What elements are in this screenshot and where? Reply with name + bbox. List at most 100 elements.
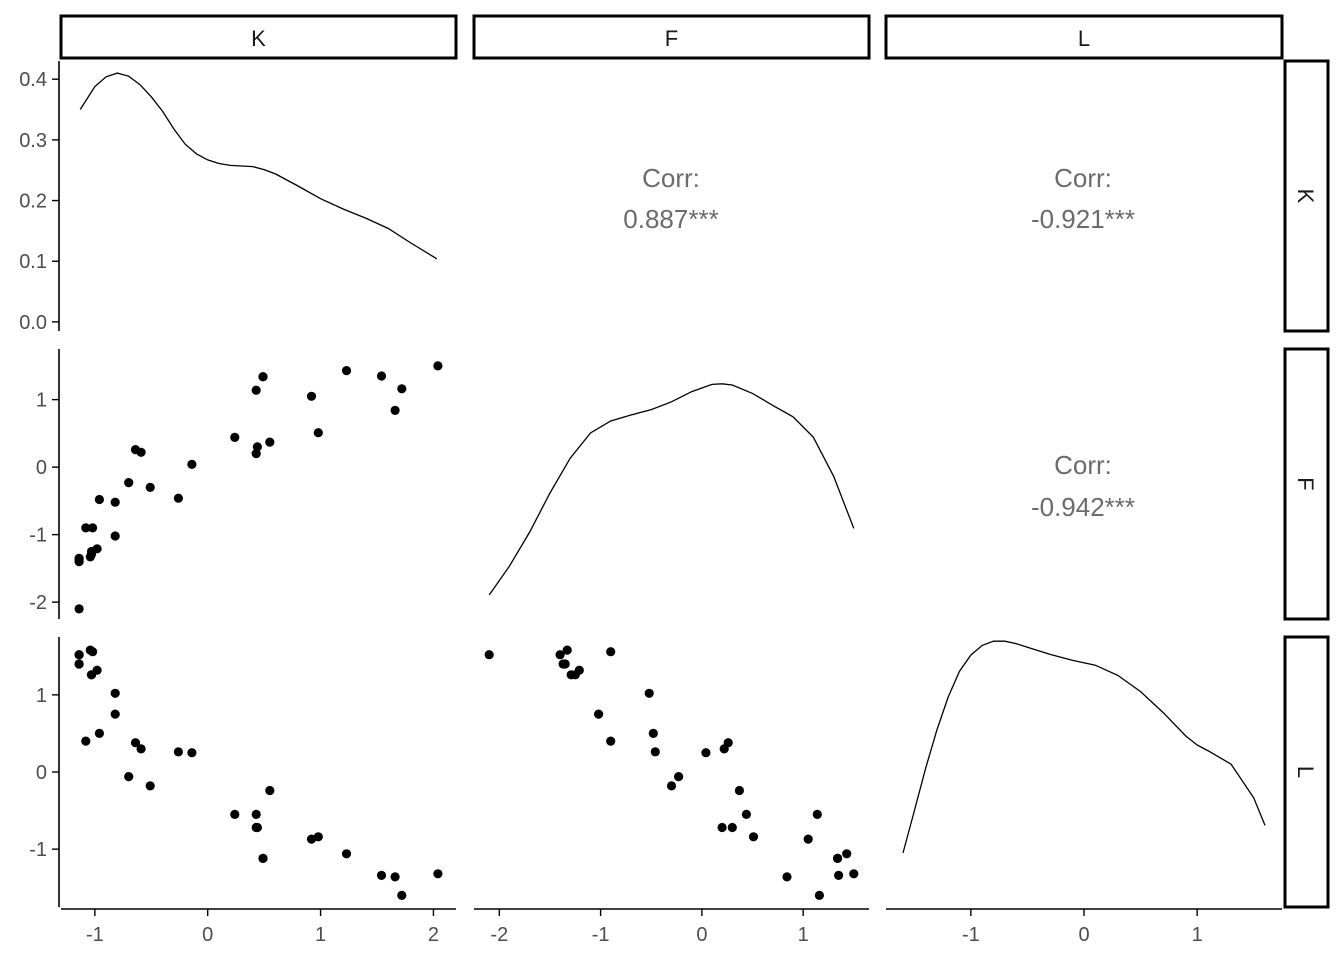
column-strip-label: K	[251, 26, 266, 51]
scatter-point	[92, 544, 102, 554]
scatter-point	[265, 785, 275, 796]
row-strip-k: K	[1283, 59, 1330, 333]
scatter-point	[136, 744, 146, 754]
scatter-point	[88, 647, 98, 657]
scatter-point	[574, 665, 584, 675]
chart-marks: -1 0 1 2 -2 -1 0 1 -1 0 1 0.0 0.1 0.2 0.3 0.4 -2 -1 0 1 -1 0 1	[19, 61, 1282, 946]
scatter-point	[251, 809, 261, 820]
y-tick-label: 0.1	[19, 251, 47, 273]
scatter-point	[173, 493, 183, 503]
scatter-point	[741, 809, 752, 820]
scatter-point	[734, 785, 745, 796]
scatter-point	[258, 853, 268, 864]
scatter-point	[252, 822, 262, 833]
x-tick-label: 1	[798, 924, 809, 946]
scatter-point	[258, 372, 268, 382]
scatter-point	[110, 531, 120, 541]
scatter-point	[719, 744, 729, 754]
scatter-panel-f-k	[74, 361, 443, 614]
scatter-point	[110, 688, 120, 698]
row-strip-label: K	[1293, 189, 1318, 204]
scatter-point	[644, 688, 654, 698]
scatter-point	[110, 709, 120, 719]
scatter-point	[562, 645, 572, 655]
y-tick-label: 0	[36, 457, 47, 479]
scatter-point	[648, 728, 658, 739]
corr-panel-f-l: Corr: -0.942***	[1031, 450, 1135, 522]
density-curve-l	[902, 640, 1266, 854]
column-strip-k: K	[59, 14, 458, 60]
density-curve-k	[79, 72, 438, 260]
scatter-point	[74, 650, 84, 660]
scatter-point	[727, 822, 737, 833]
y-tick-label: 0.0	[19, 312, 47, 334]
scatter-point	[834, 870, 844, 881]
scatter-point	[701, 748, 711, 758]
scatter-point	[81, 523, 91, 533]
scatter-point	[136, 447, 146, 457]
density-curve-f	[488, 383, 855, 596]
x-tick-label: 2	[428, 924, 439, 946]
scatter-point	[606, 647, 616, 657]
y-tick-label: 0.4	[19, 69, 47, 91]
scatter-point	[433, 869, 443, 879]
scatter-point	[397, 890, 407, 901]
scatter-point	[306, 391, 317, 401]
scatter-point	[376, 870, 387, 881]
y-tick-label: -2	[29, 592, 47, 614]
scatter-point	[251, 385, 261, 395]
scatter-point	[833, 853, 843, 864]
scatter-point	[433, 361, 443, 371]
scatter-point	[74, 553, 84, 563]
scatter-panel-l-f	[484, 645, 859, 901]
column-strip-label: F	[665, 26, 678, 51]
y-tick-label: -1	[29, 525, 47, 547]
scatter-point	[173, 747, 183, 757]
column-strip-label: L	[1078, 26, 1090, 51]
scatter-point	[230, 809, 240, 820]
y-tick-label: 0.3	[19, 130, 47, 152]
scatter-point	[124, 772, 134, 782]
scatter-point	[130, 738, 141, 748]
scatter-point	[812, 809, 822, 820]
row-strip-l: L	[1283, 635, 1330, 909]
scatter-point	[390, 405, 400, 415]
x-tick-label: 1	[1192, 924, 1203, 946]
scatter-point	[748, 832, 759, 842]
scatter-point	[484, 650, 494, 660]
scatter-panel-l-k	[74, 645, 443, 901]
scatter-point	[265, 437, 275, 447]
x-tick-label: 0	[1078, 924, 1089, 946]
scatter-point	[341, 366, 352, 376]
scatter-point	[814, 890, 825, 901]
scatter-point	[650, 747, 660, 757]
scatter-point	[124, 478, 134, 488]
scatter-point	[145, 781, 155, 791]
scatter-point	[566, 670, 576, 680]
scatter-point	[187, 459, 197, 469]
row-strip-f: F	[1283, 347, 1330, 621]
scatter-point	[313, 428, 323, 438]
scatter-point	[390, 872, 400, 882]
y-tick-label: 1	[36, 390, 47, 412]
scatter-point	[92, 665, 102, 675]
x-tick-label: 0	[696, 924, 707, 946]
scatter-point	[555, 650, 565, 660]
corr-panel-k-l: Corr: -0.921***	[1031, 163, 1135, 234]
y-tick-label: 0	[36, 762, 47, 784]
x-tick-label: -1	[86, 924, 104, 946]
corr-value: -0.942***	[1031, 492, 1135, 522]
scatter-point	[145, 482, 155, 492]
scatter-point	[110, 497, 120, 507]
y-tick-label: 1	[36, 685, 47, 707]
scatter-point	[74, 604, 84, 614]
scatter-point	[230, 432, 240, 442]
corr-heading: Corr:	[1054, 450, 1112, 480]
scatter-point	[252, 442, 262, 452]
x-tick-label: -1	[962, 924, 980, 946]
scatter-point	[674, 772, 684, 782]
scatter-point	[94, 728, 104, 739]
scatter-point	[717, 822, 727, 833]
